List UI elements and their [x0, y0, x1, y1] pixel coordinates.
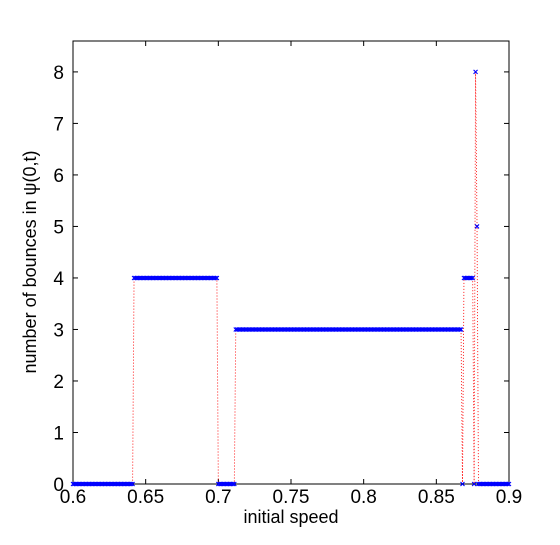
data-point: [474, 224, 480, 229]
data-point: [468, 275, 474, 281]
x-tick-label: 0.9: [496, 487, 522, 508]
data-point: [231, 481, 237, 487]
y-tick-label: 5: [53, 217, 64, 238]
y-tick-label: 7: [53, 114, 64, 135]
data-point: [473, 69, 478, 75]
data-point: [214, 275, 220, 281]
x-tick-label: 0.85: [418, 487, 455, 508]
plot-area: [72, 40, 510, 485]
y-tick-label: 1: [53, 423, 64, 444]
y-tick-label: 0: [53, 475, 64, 496]
data-point: [458, 327, 464, 332]
y-tick-label: 2: [53, 372, 64, 393]
axis-ticks: 0.6 0.65 0.7 0.75 0.8 0.85 0.9 0 1 2 3 4 5 6 7 8: [53, 41, 522, 508]
data-point: [213, 275, 218, 281]
data-point: [457, 327, 462, 332]
y-tick-label: 3: [53, 320, 64, 341]
x-tick-label: 0.6: [60, 487, 86, 508]
y-tick-label: 8: [53, 63, 64, 84]
data-point: [470, 275, 476, 281]
data-point: [506, 481, 512, 487]
data-point: [130, 481, 135, 487]
data-point: [230, 481, 236, 487]
data-point: [471, 481, 477, 487]
data-point: [505, 481, 510, 487]
y-axis-label: number of bounces in ψ(0,t): [20, 151, 40, 374]
data-point: [460, 481, 465, 487]
y-tick-label: 4: [53, 269, 64, 290]
x-tick-label: 0.7: [205, 487, 231, 508]
x-tick-label: 0.65: [127, 487, 164, 508]
x-tick-label: 0.8: [350, 487, 376, 508]
x-tick-label: 0.75: [273, 487, 310, 508]
data-series: [70, 69, 512, 487]
y-tick-label: 6: [53, 166, 64, 187]
x-axis-label: initial speed: [243, 507, 338, 527]
data-point: [128, 481, 134, 487]
